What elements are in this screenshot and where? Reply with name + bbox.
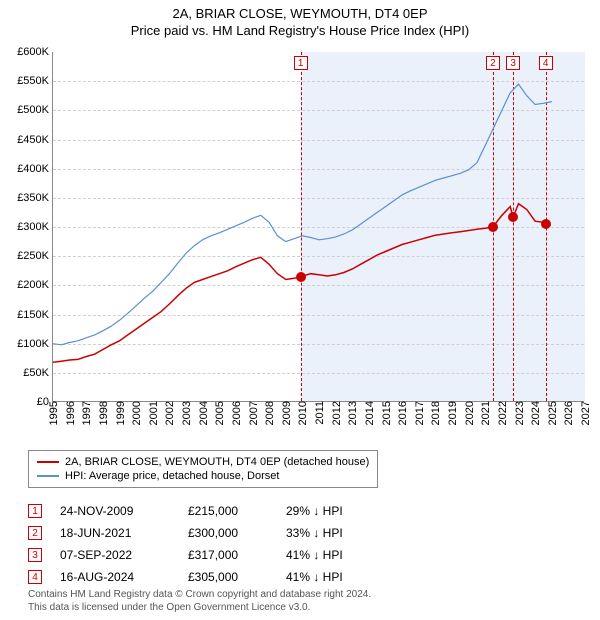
title-subtitle: Price paid vs. HM Land Registry's House …	[0, 23, 600, 38]
x-axis-label: 2002	[162, 401, 176, 425]
footer-attribution: Contains HM Land Registry data © Crown c…	[28, 588, 371, 614]
x-axis-label: 2024	[528, 401, 542, 425]
x-axis-label: 2007	[246, 401, 260, 425]
x-axis-label: 2006	[229, 401, 243, 425]
x-axis-label: 2021	[478, 401, 492, 425]
x-axis-label: 2026	[561, 401, 575, 425]
event-badge: 2	[486, 56, 500, 70]
x-axis-label: 2010	[295, 401, 309, 425]
x-axis-label: 2004	[196, 401, 210, 425]
price-marker	[508, 212, 518, 222]
x-axis-label: 2023	[512, 401, 526, 425]
event-pct: 33% ↓ HPI	[286, 526, 396, 540]
event-price: £305,000	[188, 570, 268, 584]
series-line-hpi	[53, 84, 552, 345]
y-axis-label: £300K	[17, 221, 53, 233]
x-axis-label: 2027	[578, 401, 592, 425]
event-price: £300,000	[188, 526, 268, 540]
event-row: 1 24-NOV-2009 £215,000 29% ↓ HPI	[28, 500, 396, 522]
x-axis-label: 2015	[379, 401, 393, 425]
y-axis-label: £600K	[17, 46, 53, 58]
y-axis-label: £500K	[17, 104, 53, 116]
legend-item: 2A, BRIAR CLOSE, WEYMOUTH, DT4 0EP (deta…	[37, 455, 369, 469]
legend-item: HPI: Average price, detached house, Dors…	[37, 469, 369, 483]
event-date: 16-AUG-2024	[60, 570, 170, 584]
event-pct: 41% ↓ HPI	[286, 548, 396, 562]
x-axis-label: 2025	[545, 401, 559, 425]
event-row: 2 18-JUN-2021 £300,000 33% ↓ HPI	[28, 522, 396, 544]
footer-line: Contains HM Land Registry data © Crown c…	[28, 588, 371, 601]
y-axis-label: £250K	[17, 250, 53, 262]
x-axis-label: 2016	[395, 401, 409, 425]
x-axis-label: 2013	[345, 401, 359, 425]
event-badge: 4	[539, 56, 553, 70]
x-axis-label: 1997	[79, 401, 93, 425]
x-axis-label: 1996	[63, 401, 77, 425]
x-axis-label: 1995	[46, 401, 60, 425]
title-block: 2A, BRIAR CLOSE, WEYMOUTH, DT4 0EP Price…	[0, 0, 600, 38]
x-axis-label: 2022	[495, 401, 509, 425]
y-axis-label: £50K	[23, 367, 53, 379]
price-marker	[296, 272, 306, 282]
x-axis-label: 1999	[113, 401, 127, 425]
y-axis-label: £450K	[17, 134, 53, 146]
event-pct: 41% ↓ HPI	[286, 570, 396, 584]
legend-box: 2A, BRIAR CLOSE, WEYMOUTH, DT4 0EP (deta…	[28, 450, 378, 488]
y-axis-label: £350K	[17, 192, 53, 204]
event-date: 07-SEP-2022	[60, 548, 170, 562]
event-date: 24-NOV-2009	[60, 504, 170, 518]
event-number-badge: 2	[28, 526, 42, 540]
x-axis-label: 2019	[445, 401, 459, 425]
x-axis-label: 1998	[96, 401, 110, 425]
x-axis-label: 2012	[329, 401, 343, 425]
event-price: £215,000	[188, 504, 268, 518]
x-axis-label: 2009	[279, 401, 293, 425]
x-axis-label: 2000	[129, 401, 143, 425]
x-axis-label: 2014	[362, 401, 376, 425]
legend-label: HPI: Average price, detached house, Dors…	[65, 470, 279, 482]
chart-plot-area: £0£50K£100K£150K£200K£250K£300K£350K£400…	[52, 52, 584, 402]
y-axis-label: £550K	[17, 75, 53, 87]
y-axis-label: £400K	[17, 163, 53, 175]
event-pct: 29% ↓ HPI	[286, 504, 396, 518]
event-row: 3 07-SEP-2022 £317,000 41% ↓ HPI	[28, 544, 396, 566]
footer-line: This data is licensed under the Open Gov…	[28, 601, 371, 614]
legend-label: 2A, BRIAR CLOSE, WEYMOUTH, DT4 0EP (deta…	[65, 456, 369, 468]
x-axis-label: 2003	[179, 401, 193, 425]
legend-swatch	[37, 475, 59, 477]
price-marker	[488, 222, 498, 232]
x-axis-label: 2011	[312, 401, 326, 425]
title-address: 2A, BRIAR CLOSE, WEYMOUTH, DT4 0EP	[0, 6, 600, 21]
x-axis-label: 2008	[262, 401, 276, 425]
x-axis-label: 2005	[212, 401, 226, 425]
x-axis-label: 2017	[412, 401, 426, 425]
event-badge: 3	[506, 56, 520, 70]
y-axis-label: £200K	[17, 279, 53, 291]
series-line-property	[53, 204, 546, 363]
event-number-badge: 3	[28, 548, 42, 562]
event-badge: 1	[294, 56, 308, 70]
price-marker	[541, 219, 551, 229]
page: 2A, BRIAR CLOSE, WEYMOUTH, DT4 0EP Price…	[0, 0, 600, 620]
x-axis-label: 2018	[428, 401, 442, 425]
event-row: 4 16-AUG-2024 £305,000 41% ↓ HPI	[28, 566, 396, 588]
y-axis-label: £100K	[17, 338, 53, 350]
event-number-badge: 4	[28, 570, 42, 584]
event-date: 18-JUN-2021	[60, 526, 170, 540]
events-table: 1 24-NOV-2009 £215,000 29% ↓ HPI 2 18-JUN-202…	[28, 500, 396, 588]
legend-swatch	[37, 461, 59, 463]
x-axis-label: 2001	[146, 401, 160, 425]
event-number-badge: 1	[28, 504, 42, 518]
y-axis-label: £150K	[17, 309, 53, 321]
chart-svg	[53, 52, 585, 402]
event-price: £317,000	[188, 548, 268, 562]
x-axis-label: 2020	[462, 401, 476, 425]
